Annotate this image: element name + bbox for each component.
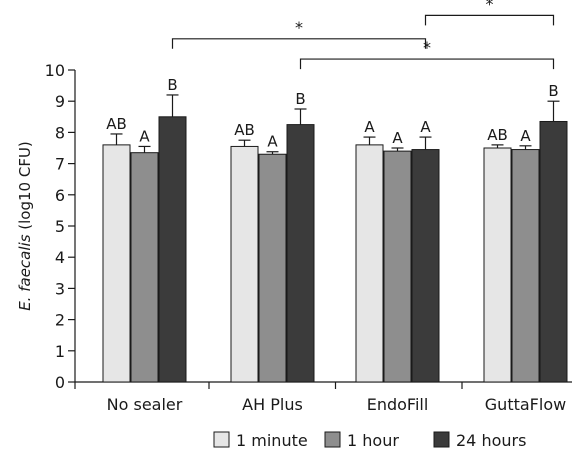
legend: 1 minute 1 hour 24 hours (213, 431, 526, 450)
bar (355, 144, 384, 383)
significance-star: * (423, 38, 431, 57)
y-tick-label: 8 (55, 123, 65, 142)
legend-swatch (213, 431, 230, 448)
bar (286, 124, 315, 383)
y-tick-label: 7 (55, 155, 65, 174)
bar (383, 150, 412, 383)
significance-star: * (295, 18, 303, 37)
y-tick-label: 4 (55, 248, 65, 267)
significance-letter: A (139, 127, 150, 145)
significance-bracket (424, 14, 555, 26)
legend-swatch (433, 431, 450, 448)
y-axis-label: E. faecalis (log10 CFU) (16, 141, 34, 311)
significance-letter: AB (487, 126, 508, 144)
legend-swatch (324, 431, 341, 448)
y-tick-label: 10 (45, 61, 65, 80)
legend-label: 1 hour (347, 431, 399, 450)
bar (158, 116, 187, 383)
y-tick-label: 9 (55, 92, 65, 111)
legend-label: 1 minute (236, 431, 308, 450)
significance-letter: A (420, 118, 431, 136)
category-label: GuttaFlow (485, 395, 566, 414)
category-label: AH Plus (242, 395, 303, 414)
y-tick-label: 5 (55, 217, 65, 236)
category-label: No sealer (107, 395, 183, 414)
bar (539, 120, 568, 383)
category-label: EndoFill (367, 395, 429, 414)
bar (483, 147, 512, 383)
bar (511, 149, 540, 383)
y-tick-label: 0 (55, 373, 65, 392)
significance-letter: B (167, 76, 177, 94)
significance-letter: A (267, 133, 278, 151)
significance-bracket (171, 38, 427, 49)
y-axis-label-italic: E. faecalis (16, 234, 34, 310)
bar (102, 144, 131, 383)
y-tick-label: 3 (55, 279, 65, 298)
significance-letter: AB (234, 121, 255, 139)
bar (230, 145, 259, 383)
bar (130, 152, 159, 383)
y-tick-label: 2 (55, 311, 65, 330)
significance-letter: AB (106, 115, 127, 133)
y-tick-label: 6 (55, 186, 65, 205)
significance-letter: A (364, 118, 375, 136)
significance-letter: B (295, 90, 305, 108)
significance-letter: A (520, 127, 531, 145)
significance-bracket (299, 58, 555, 70)
significance-letter: A (392, 129, 403, 147)
legend-label: 24 hours (456, 431, 526, 450)
bar (258, 153, 287, 383)
y-tick-label: 1 (55, 342, 65, 361)
significance-brackets: * * * (171, 0, 555, 70)
significance-letter: B (548, 82, 558, 100)
bar (411, 149, 440, 383)
category-labels: No sealer AH Plus EndoFill GuttaFlow (107, 395, 567, 414)
y-axis-label-rest: (log10 CFU) (16, 141, 34, 234)
significance-star: * (486, 0, 494, 13)
